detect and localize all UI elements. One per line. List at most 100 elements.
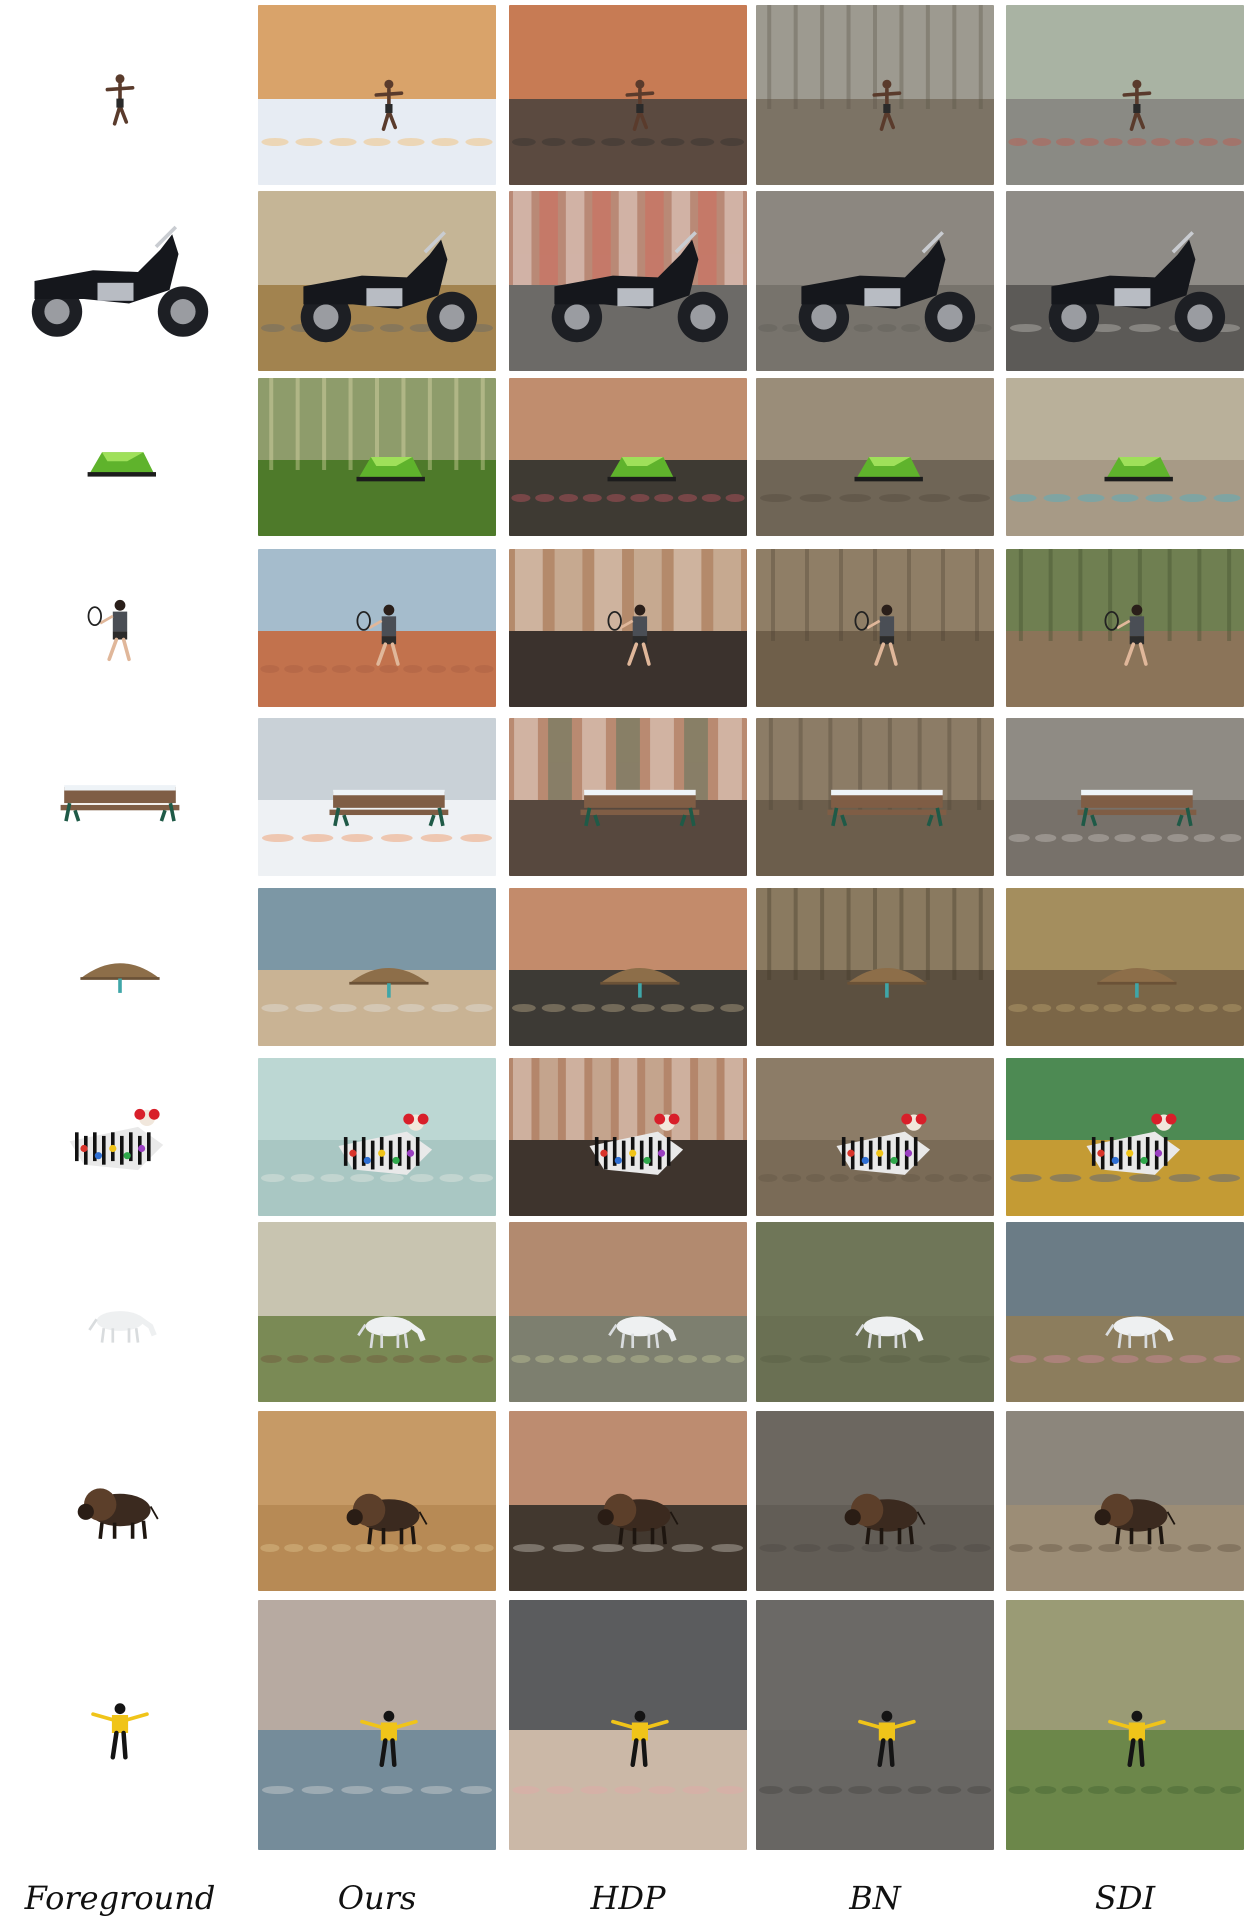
sdi-result-image [1006,378,1244,536]
ours-result-image [258,191,496,371]
column-label-sdi: SDI [1094,1879,1156,1917]
foreground-image [0,1600,240,1850]
sdi-result-image [1006,718,1244,876]
hdp-scene-storefront [509,549,747,707]
ours-scene-snowy-sunset-sky [258,5,496,185]
bn-scene-mud [756,1411,994,1591]
ours-scene-paddock [258,1222,496,1402]
foreground-subject-tennis-player [87,599,131,662]
foreground-image [0,1058,240,1216]
ours-result-image [258,718,496,876]
foreground-image [0,549,240,707]
sdi-scene-cafe-interior [1006,5,1244,185]
ours-scene-snowman-park [258,718,496,876]
sdi-scene-indoor-pool [1006,378,1244,536]
hdp-result-image [509,549,747,707]
sdi-scene-mud-hill [1006,1411,1244,1591]
foreground-subject-leaping-man [105,74,135,126]
foreground-subject-bison [77,1488,159,1539]
sdi-scene-crowd-forest [1006,549,1244,707]
bn-scene-bare-forest [756,718,994,876]
foreground-image [0,1411,240,1591]
hdp-scene-flower-bouquet [509,1600,747,1850]
bn-scene-asphalt [756,1600,994,1850]
sdi-scene-collage [1006,1058,1244,1216]
bn-result-image [756,378,994,536]
hdp-scene-living-room [509,1222,747,1402]
sdi-result-image [1006,1411,1244,1591]
sdi-scene-stone-wall [1006,1222,1244,1402]
foreground-subject-white-horse [88,1311,157,1343]
hdp-result-image [509,191,747,371]
ours-result-image [258,549,496,707]
ours-result-image [258,5,496,185]
ours-scene-clay-court [258,549,496,707]
ours-scene-field-mountains [258,191,496,371]
foreground-subject-snowy-bench [60,785,180,822]
bn-scene-bare-forest [756,549,994,707]
hdp-scene-storefront [509,718,747,876]
sdi-scene-construction [1006,718,1244,876]
column-label-bn: BN [849,1879,901,1917]
ours-result-image [258,1058,496,1216]
bn-result-image [756,1058,994,1216]
column-label-ours: Ours [337,1879,417,1917]
bn-scene-bare-forest [756,5,994,185]
ours-result-image [258,888,496,1046]
foreground-image [0,888,240,1046]
sdi-scene-hillside [1006,1600,1244,1850]
hdp-result-image [509,1600,747,1850]
ours-scene-sunlit-forest [258,378,496,536]
bn-result-image [756,718,994,876]
sdi-result-image [1006,1600,1244,1850]
foreground-subject-green-tent [87,452,156,477]
bn-result-image [756,1411,994,1591]
sdi-result-image [1006,5,1244,185]
ours-scene-beach [258,888,496,1046]
sdi-result-image [1006,191,1244,371]
column-label-hdp: HDP [590,1879,666,1917]
foreground-image [0,718,240,876]
bn-result-image [756,888,994,1046]
ours-result-image [258,1600,496,1850]
foreground-subject-clown [69,1108,164,1171]
sdi-scene-straw-field [1006,888,1244,1046]
bn-scene-dirt [756,1058,994,1216]
hdp-result-image [509,1411,747,1591]
bn-scene-cave [756,378,994,536]
foreground-subject-motorcycle [31,225,209,337]
hdp-result-image [509,5,747,185]
hdp-scene-city-street [509,888,747,1046]
ours-scene-bathroom [258,1058,496,1216]
ours-result-image [258,1222,496,1402]
bn-scene-rock-wall [756,191,994,371]
hdp-scene-colorful-city-sofa [509,5,747,185]
hdp-result-image [509,378,747,536]
hdp-result-image [509,1222,747,1402]
bn-result-image [756,549,994,707]
foreground-image [0,378,240,536]
hdp-scene-city-street [509,378,747,536]
ours-result-image [258,1411,496,1591]
bn-result-image [756,191,994,371]
hdp-scene-storefront [509,1058,747,1216]
hdp-result-image [509,1058,747,1216]
bn-result-image [756,5,994,185]
sdi-scene-rubble [1006,191,1244,371]
foreground-subject-straw-umbrella [80,963,160,993]
sdi-result-image [1006,1058,1244,1216]
ours-scene-ocean-wave [258,1600,496,1850]
bn-result-image [756,1222,994,1402]
hdp-scene-striped-city [509,191,747,371]
hdp-scene-city-street [509,1411,747,1591]
ours-scene-barn-sunset [258,1411,496,1591]
foreground-image [0,191,240,371]
foreground-subject-skater [91,1703,149,1760]
sdi-result-image [1006,888,1244,1046]
hdp-result-image [509,888,747,1046]
hdp-result-image [509,718,747,876]
sdi-result-image [1006,549,1244,707]
sdi-result-image [1006,1222,1244,1402]
bn-scene-grass [756,1222,994,1402]
